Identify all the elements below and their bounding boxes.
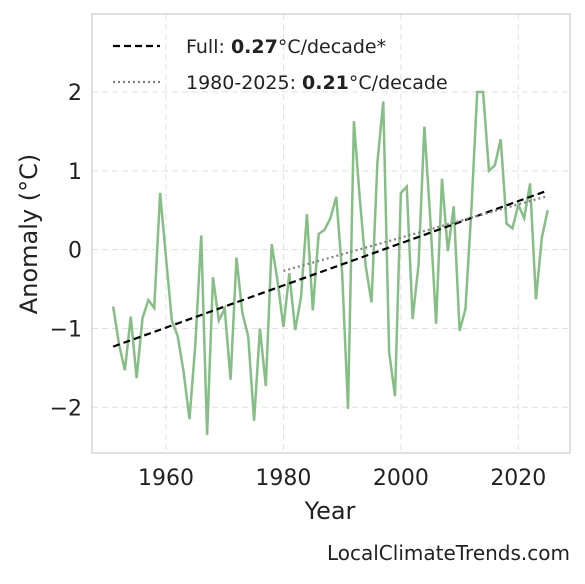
series-line — [111, 90, 549, 435]
series-line — [283, 195, 548, 272]
y-tick-label: −2 — [50, 396, 82, 421]
legend-label-part: °C/decade* — [278, 36, 386, 58]
y-tick-label: 1 — [68, 160, 82, 185]
x-tick-label: 1960 — [138, 466, 194, 491]
legend-label: Full: 0.27°C/decade* — [186, 36, 386, 58]
y-tick-label: 0 — [68, 239, 82, 264]
legend-label-part: 1980-2025: — [186, 72, 302, 94]
legend-label-part: Full: — [186, 36, 231, 58]
y-tick-label: −1 — [50, 317, 82, 342]
plot-frame — [91, 13, 571, 454]
x-axis-label: Year — [304, 497, 356, 525]
y-tick-label: 2 — [68, 81, 82, 106]
x-tick-label: 2000 — [373, 466, 429, 491]
legend-label-part: 0.21 — [302, 72, 349, 94]
source: LocalClimateTrends.com — [327, 541, 570, 565]
y-axis-label: Anomaly (°C) — [15, 154, 43, 314]
legend-label-part: °C/decade — [349, 72, 448, 94]
legend-label-part: 0.27 — [231, 36, 278, 58]
x-tick-label: 1980 — [255, 466, 311, 491]
legend-label: 1980-2025: 0.21°C/decade — [186, 72, 448, 94]
x-tick-label: 2020 — [490, 466, 546, 491]
